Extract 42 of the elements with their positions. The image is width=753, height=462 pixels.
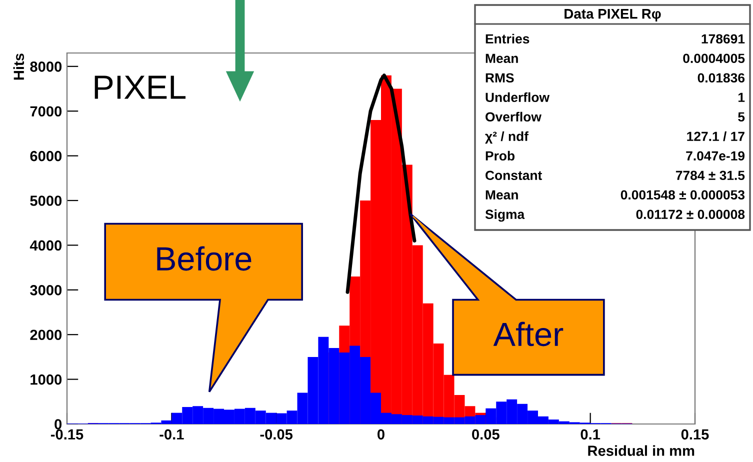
annotation: Mean — [486, 54, 518, 64]
x-tick-label: 0.15 — [681, 429, 709, 440]
text: 1 — [738, 92, 745, 102]
y-tick-label: 0 — [54, 419, 62, 430]
text: 0.01836 — [698, 73, 745, 83]
annotation: 7784 ± 31.5 — [676, 170, 745, 180]
annotation: Mean — [486, 190, 518, 200]
x-tick-label: -0.1 — [160, 429, 184, 440]
annotation: Overflow — [486, 112, 542, 122]
annotation: 7.047e-19 — [686, 151, 745, 161]
y-axis-title: Hits — [13, 54, 24, 80]
annotation: χ² / ndf — [485, 131, 529, 144]
annotation: Prob — [486, 150, 515, 161]
text: Entries — [486, 34, 530, 44]
annotation: 127.1 / 17 — [687, 131, 744, 142]
text: 5 — [738, 112, 745, 122]
x-tick-label: 0 — [378, 429, 384, 440]
y-tick-label: 4000 — [30, 240, 62, 251]
annotation: 0.0004005 — [683, 54, 745, 64]
x-tick-label: -0.05 — [260, 429, 293, 440]
x-tick-label: 0.1 — [580, 429, 600, 440]
annotation: RMS — [486, 73, 514, 83]
annotation: 0.01172 ± 0.00008 — [636, 210, 745, 220]
text: Data PIXEL Rφ — [564, 9, 661, 22]
x-axis-title: Residual in mm — [588, 445, 694, 456]
annotation: Constant — [486, 170, 542, 180]
y-tick-label: 8000 — [30, 62, 62, 72]
y-tick-label: 3000 — [30, 285, 62, 296]
annotation: Underflow — [486, 92, 550, 102]
annotation: PIXEL — [94, 76, 186, 99]
x-tick-label: -0.15 — [50, 429, 84, 440]
y-tick-label: 1000 — [30, 374, 62, 385]
x-tick-label: 0.05 — [472, 429, 500, 440]
annotation: After — [493, 322, 564, 346]
y-tick-label: 6000 — [30, 150, 62, 162]
y-tick-label: 5000 — [30, 196, 62, 206]
y-tick-label: 7000 — [30, 106, 62, 117]
annotation: Sigma — [485, 209, 525, 222]
annotation: 0.001548 ± 0.000053 — [620, 190, 745, 200]
y-tick-label: 2000 — [30, 330, 62, 340]
annotation: Before — [157, 246, 252, 271]
text: 178691 — [702, 34, 745, 44]
